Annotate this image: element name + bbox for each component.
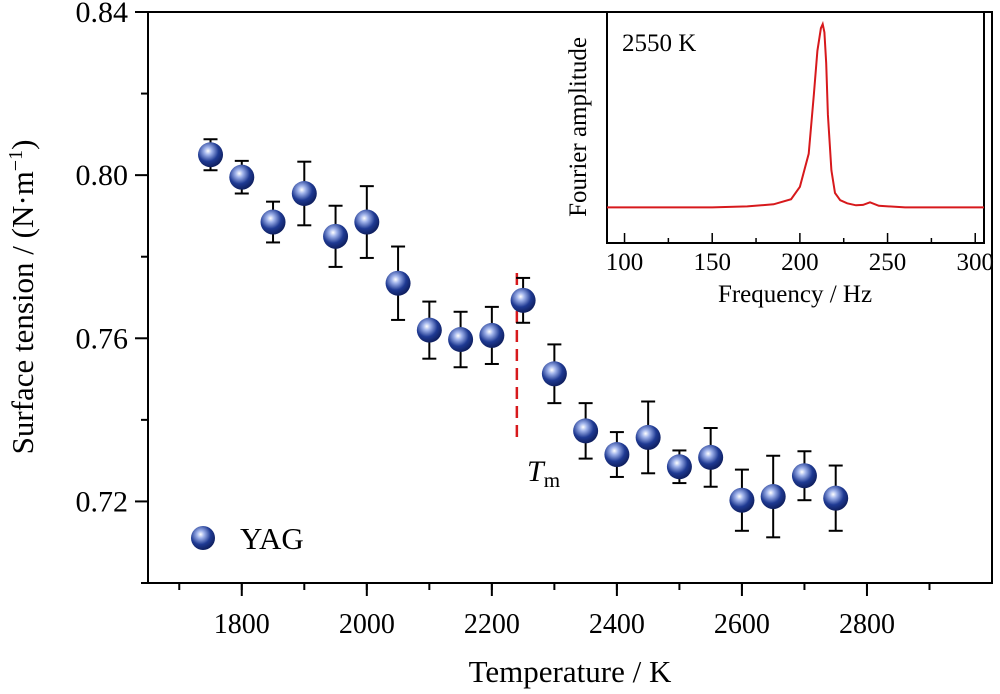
data-point <box>635 424 661 450</box>
data-point <box>479 322 505 348</box>
legend-marker <box>191 526 215 550</box>
data-point <box>760 484 786 510</box>
y-tick-label: 0.76 <box>76 322 129 355</box>
y-tick-label: 0.80 <box>76 159 129 192</box>
data-point <box>573 418 599 444</box>
x-tick-label: 2400 <box>589 609 645 640</box>
data-point <box>448 327 474 353</box>
inset-x-axis-label: Frequency / Hz <box>718 281 872 308</box>
data-point <box>354 209 380 235</box>
data-point <box>823 485 849 511</box>
main-plot-frame <box>147 11 993 584</box>
inset-x-ticks: 100 150 200 250 300 <box>606 233 994 276</box>
data-point <box>729 487 755 513</box>
data-point <box>541 361 567 387</box>
data-point <box>260 209 286 235</box>
x-tick-label: 2200 <box>464 609 520 640</box>
inset-x-tick-label: 300 <box>956 249 994 276</box>
legend-label: YAG <box>240 521 304 556</box>
data-point <box>791 463 817 489</box>
x-tick-label: 1800 <box>214 609 270 640</box>
data-point <box>510 287 536 313</box>
data-point <box>198 142 224 168</box>
data-point <box>229 164 255 190</box>
y-tick-label: 0.72 <box>76 485 129 518</box>
main-x-ticks: 1800 2000 2200 2400 2600 2800 <box>178 583 931 640</box>
main-y-axis-label: Surface tension / (N·m−1) <box>5 140 40 455</box>
inset-annotation: 2550 K <box>622 30 696 57</box>
data-point <box>698 444 724 470</box>
data-point <box>416 317 442 343</box>
data-point <box>666 454 692 480</box>
inset-y-axis-label: Fourier amplitude <box>565 37 592 217</box>
inset-x-tick-label: 200 <box>781 249 819 276</box>
spectrum-line <box>607 20 984 209</box>
main-x-axis-label: Temperature / K <box>469 654 672 689</box>
inset-x-tick-label: 150 <box>693 249 731 276</box>
y-tick-label: 0.84 <box>76 0 129 29</box>
data-point <box>604 442 630 468</box>
data-points <box>198 142 849 513</box>
x-tick-label: 2800 <box>839 609 895 640</box>
data-point <box>323 223 349 249</box>
data-point <box>291 180 317 206</box>
inset-x-tick-label: 100 <box>606 249 644 276</box>
data-point <box>385 270 411 296</box>
tm-label: Tm <box>527 455 560 492</box>
x-tick-label: 2600 <box>714 609 770 640</box>
main-y-ticks: 0.72 0.76 0.80 0.84 <box>76 0 148 584</box>
inset-x-tick-label: 250 <box>869 249 907 276</box>
inset-frame <box>606 11 985 244</box>
x-tick-label: 2000 <box>339 609 395 640</box>
